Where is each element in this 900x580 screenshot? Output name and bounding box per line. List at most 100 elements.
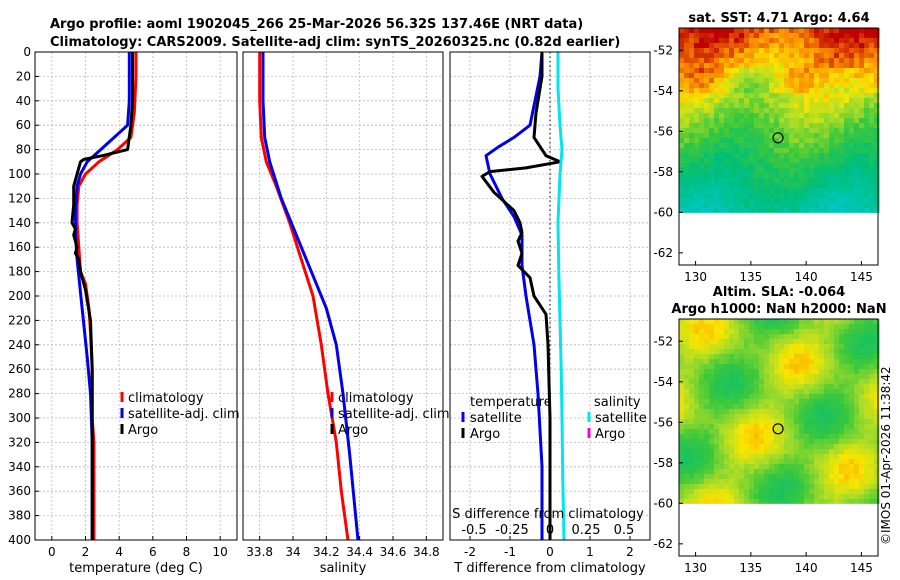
- map-cell: [689, 459, 695, 465]
- map-cell: [734, 484, 740, 490]
- header-line2: Climatology: CARS2009. Satellite-adj cli…: [50, 35, 620, 50]
- map-cell: [809, 123, 815, 129]
- map-cell: [769, 429, 775, 435]
- map-cell: [794, 28, 800, 34]
- map-cell: [874, 349, 880, 355]
- map-cell: [694, 128, 700, 134]
- map-cell: [744, 434, 750, 440]
- map-cell: [779, 143, 785, 149]
- map-cell: [769, 319, 775, 325]
- map-cell: [714, 188, 720, 194]
- map-cell: [699, 43, 705, 49]
- map-cell: [749, 479, 755, 485]
- map-cell: [714, 414, 720, 420]
- map-cell: [789, 108, 795, 114]
- map-cell: [779, 178, 785, 184]
- y-tick-label: -60: [653, 205, 673, 219]
- map-cell: [729, 88, 735, 94]
- map-cell: [729, 464, 735, 470]
- map-cell: [744, 133, 750, 139]
- map-cell: [804, 38, 810, 44]
- map-cell: [844, 409, 850, 415]
- map-cell: [704, 384, 710, 390]
- map-cell: [714, 489, 720, 495]
- map-cell: [859, 404, 865, 410]
- map-cell: [814, 404, 820, 410]
- map-cell: [804, 324, 810, 330]
- map-cell: [874, 379, 880, 385]
- map-cell: [824, 369, 830, 375]
- map-cell: [824, 404, 830, 410]
- map-cell: [814, 158, 820, 164]
- map-cell: [874, 409, 880, 415]
- map-cell: [794, 429, 800, 435]
- map-cell: [704, 148, 710, 154]
- map-cell: [854, 98, 860, 104]
- map-cell: [699, 203, 705, 209]
- map-cell: [679, 319, 685, 325]
- map-cell: [819, 133, 825, 139]
- map-cell: [739, 138, 745, 144]
- map-cell: [724, 133, 730, 139]
- map-cell: [789, 484, 795, 490]
- map-cell: [699, 444, 705, 450]
- map-cell: [729, 424, 735, 430]
- map-cell: [849, 449, 855, 455]
- map-cell: [849, 429, 855, 435]
- map-cell: [704, 424, 710, 430]
- map-cell: [694, 499, 700, 504]
- map-cell: [719, 38, 725, 44]
- map-cell: [769, 83, 775, 89]
- map-cell: [784, 374, 790, 380]
- map-cell: [824, 494, 830, 500]
- map-cell: [799, 63, 805, 69]
- map-cell: [794, 78, 800, 84]
- map-cell: [854, 484, 860, 490]
- map-cell: [869, 118, 875, 124]
- map-cell: [699, 38, 705, 44]
- map-cell: [794, 464, 800, 470]
- map-cell: [684, 354, 690, 360]
- map-cell: [794, 183, 800, 189]
- map-cell: [814, 163, 820, 169]
- map-cell: [704, 183, 710, 189]
- map-cell: [819, 339, 825, 345]
- map-cell: [734, 113, 740, 119]
- map-cell: [754, 208, 760, 213]
- map-cell: [799, 43, 805, 49]
- map-cell: [689, 68, 695, 74]
- map-cell: [869, 88, 875, 94]
- map-cell: [709, 73, 715, 79]
- map-cell: [794, 434, 800, 440]
- map-cell: [679, 354, 685, 360]
- map-cell: [774, 399, 780, 405]
- map-cell: [699, 33, 705, 39]
- map-cell: [764, 38, 770, 44]
- map-cell: [874, 118, 880, 124]
- map-cell: [739, 193, 745, 199]
- map-cell: [829, 369, 835, 375]
- map-cell: [699, 329, 705, 335]
- map-cell: [689, 48, 695, 54]
- legend-label: satellite-adj. clim: [338, 407, 450, 422]
- map-cell: [869, 494, 875, 500]
- map-cell: [849, 43, 855, 49]
- map-cell: [814, 58, 820, 64]
- map-cell: [704, 494, 710, 500]
- map-cell: [774, 329, 780, 335]
- map-cell: [749, 108, 755, 114]
- map-cell: [764, 424, 770, 430]
- map-cell: [694, 424, 700, 430]
- map-cell: [849, 369, 855, 375]
- map-cell: [809, 439, 815, 445]
- map-cell: [844, 354, 850, 360]
- map-cell: [824, 439, 830, 445]
- map-cell: [864, 459, 870, 465]
- map-cell: [804, 48, 810, 54]
- map-cell: [874, 208, 880, 213]
- map-cell: [804, 113, 810, 119]
- map-cell: [874, 464, 880, 470]
- map-cell: [694, 359, 700, 365]
- map-cell: [779, 479, 785, 485]
- map-cell: [739, 489, 745, 495]
